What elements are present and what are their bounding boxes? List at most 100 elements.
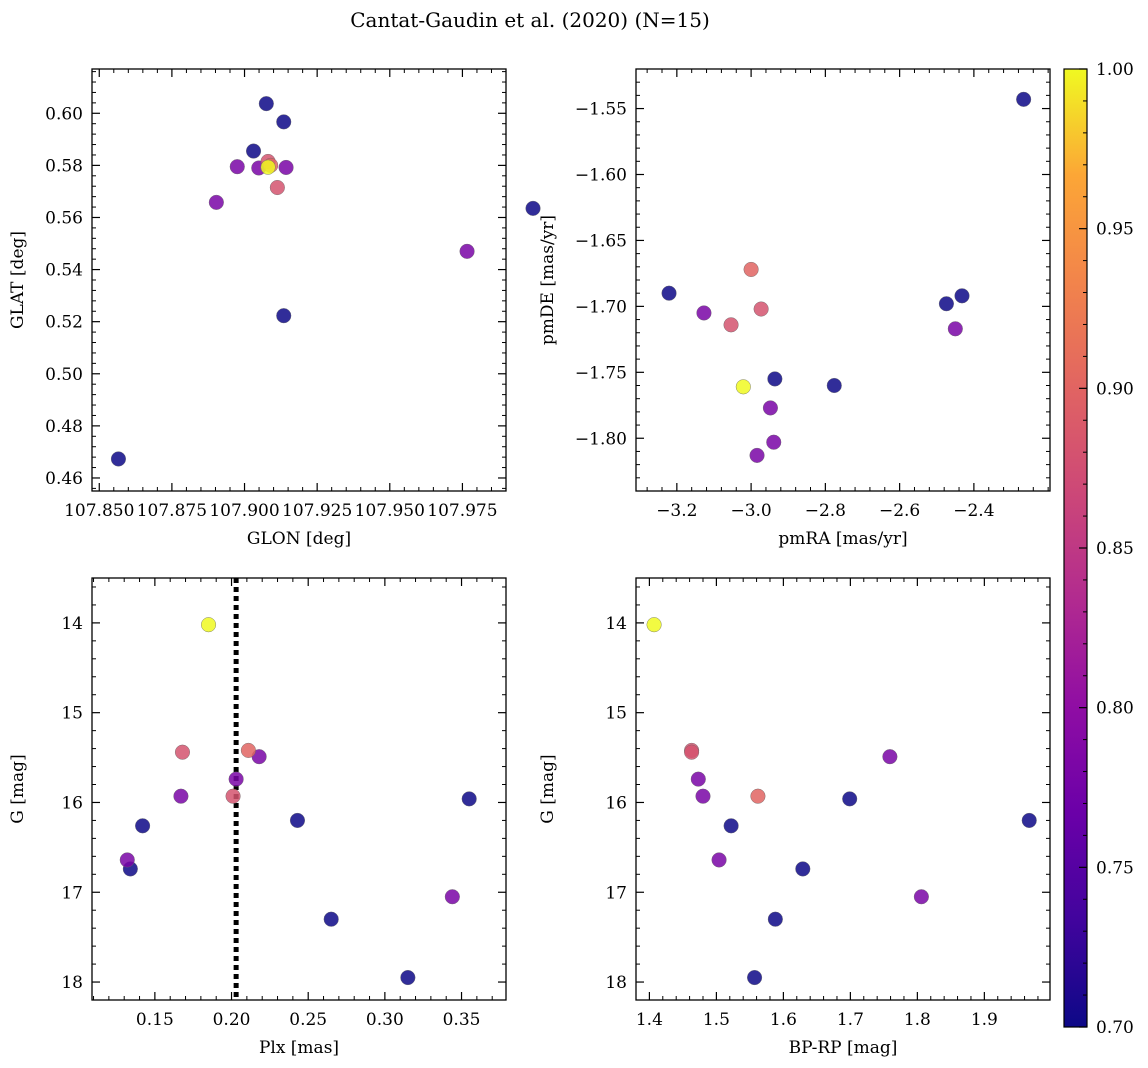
data-point xyxy=(173,788,189,804)
data-point xyxy=(696,305,712,321)
data-point xyxy=(119,852,135,868)
y-tick-label: 0.48 xyxy=(45,417,83,437)
data-point xyxy=(749,447,765,463)
y-tick-label: −1.55 xyxy=(575,100,627,120)
x-tick-label: 0.30 xyxy=(366,1010,404,1030)
x-tick-label: 1.4 xyxy=(636,1010,663,1030)
data-point xyxy=(276,308,292,324)
x-tick-label: 107.850 xyxy=(64,501,134,521)
data-point xyxy=(723,317,739,333)
x-tick-label: 1.8 xyxy=(904,1010,931,1030)
colorbar-tick-label: 0.80 xyxy=(1096,699,1134,719)
y-axis-label: pmDE [mas/yr] xyxy=(538,215,558,345)
x-tick-label: 0.15 xyxy=(136,1010,174,1030)
x-tick-label: 107.950 xyxy=(355,501,425,521)
x-tick-label: 107.875 xyxy=(137,501,207,521)
data-point xyxy=(750,788,766,804)
x-axis-label: BP-RP [mag] xyxy=(789,1038,898,1058)
y-tick-label: −1.75 xyxy=(575,363,627,383)
x-tick-label: −2.8 xyxy=(805,501,846,521)
plot-frame xyxy=(91,577,507,1001)
colorbar-tick-label: 0.90 xyxy=(1096,379,1134,399)
x-axis-label: GLON [deg] xyxy=(247,529,351,549)
colorbar-tick-label: 0.70 xyxy=(1096,1018,1134,1038)
x-tick-label: −3.2 xyxy=(656,501,697,521)
panel-2: −3.2 −3.0 −2.8 −2.6 −2.4 −1.80 −1.75 −1.70 −1.65… xyxy=(538,68,1051,549)
data-point xyxy=(1021,812,1037,828)
data-point xyxy=(947,321,963,337)
colorbar-tick-label: 1.00 xyxy=(1096,60,1134,80)
data-point xyxy=(240,742,256,758)
data-point xyxy=(229,159,245,175)
data-point xyxy=(690,771,706,787)
data-point xyxy=(762,400,778,416)
data-point xyxy=(174,744,190,760)
data-point xyxy=(1016,91,1032,107)
y-axis-label: G [mag] xyxy=(538,754,558,823)
y-tick-label: 15 xyxy=(61,704,83,724)
data-point xyxy=(323,911,339,927)
data-point xyxy=(135,818,151,834)
y-tick-label: −1.60 xyxy=(575,166,627,186)
data-point xyxy=(938,296,954,312)
y-axis-label: G [mag] xyxy=(8,754,28,823)
data-point xyxy=(278,159,294,175)
data-point xyxy=(882,749,898,765)
data-point xyxy=(842,791,858,807)
y-tick-label: 18 xyxy=(605,973,627,993)
data-point xyxy=(723,818,739,834)
panel-1: 107.850 107.875 107.900 107.925 107.950 107.9… xyxy=(8,68,541,549)
y-tick-label: 16 xyxy=(605,793,627,813)
data-point xyxy=(400,970,416,986)
y-tick-label: 0.58 xyxy=(45,156,83,176)
data-point xyxy=(201,617,217,633)
x-tick-label: 0.20 xyxy=(213,1010,251,1030)
x-tick-label: 1.6 xyxy=(770,1010,797,1030)
x-tick-label: 0.25 xyxy=(289,1010,327,1030)
x-tick-label: −3.0 xyxy=(730,501,771,521)
data-point xyxy=(276,114,292,130)
data-point xyxy=(661,285,677,301)
plot-frame xyxy=(635,68,1051,492)
y-tick-label: 14 xyxy=(605,614,627,634)
data-point xyxy=(767,911,783,927)
x-tick-label: 107.900 xyxy=(209,501,279,521)
data-point xyxy=(695,788,711,804)
y-tick-label: −1.80 xyxy=(575,429,627,449)
data-point xyxy=(767,371,783,387)
colorbar: 0.70 0.75 0.80 0.85 0.90 0.95 1.00 xyxy=(1063,60,1134,1038)
y-tick-label: −1.65 xyxy=(575,231,627,251)
data-point xyxy=(826,378,842,394)
panel-3: 0.15 0.20 0.25 0.30 0.35 14 15 16 17 18 Plx [mas] G… xyxy=(8,577,507,1058)
x-tick-label: 107.925 xyxy=(282,501,352,521)
x-tick-label: −2.4 xyxy=(953,501,994,521)
y-tick-label: 15 xyxy=(605,704,627,724)
data-point xyxy=(743,261,759,277)
plot-frame xyxy=(91,68,507,492)
figure-title: Cantat-Gaudin et al. (2020) (N=15) xyxy=(350,8,710,32)
x-tick-label: 1.5 xyxy=(703,1010,730,1030)
data-point xyxy=(766,434,782,450)
data-point xyxy=(735,379,751,395)
x-tick-label: 1.7 xyxy=(837,1010,864,1030)
data-point xyxy=(747,970,763,986)
x-tick-label: 1.9 xyxy=(971,1010,998,1030)
y-tick-label: 0.54 xyxy=(45,261,83,281)
y-tick-label: 0.56 xyxy=(45,208,83,228)
panel-4: 1.4 1.5 1.6 1.7 1.8 1.9 14 15 16 17 18 BP-RP [mag] G… xyxy=(538,577,1051,1058)
data-point xyxy=(684,744,700,760)
y-axis-label: GLAT [deg] xyxy=(8,231,28,329)
y-tick-label: 0.60 xyxy=(45,104,83,124)
data-point xyxy=(110,451,126,467)
data-point xyxy=(913,889,929,905)
data-point xyxy=(269,180,285,196)
data-point xyxy=(711,852,727,868)
colorbar-tick-label: 0.85 xyxy=(1096,539,1134,559)
data-point xyxy=(525,200,541,216)
data-point xyxy=(208,194,224,210)
colorbar-tick-label: 0.75 xyxy=(1096,858,1134,878)
data-point xyxy=(260,159,276,175)
data-point xyxy=(444,889,460,905)
data-point xyxy=(795,861,811,877)
x-axis-label: pmRA [mas/yr] xyxy=(778,529,907,549)
